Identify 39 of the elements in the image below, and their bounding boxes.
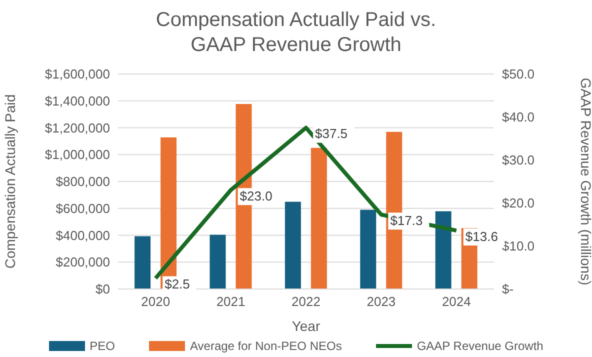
y2-tick-label: $10.0 bbox=[502, 238, 535, 254]
legend-label: GAAP Revenue Growth bbox=[416, 339, 544, 353]
y2-axis-title: GAAP Revenue Growth (millions) bbox=[578, 78, 592, 286]
y-tick-label: $1,400,000 bbox=[44, 93, 110, 108]
y-axis-title: Compensation Actually Paid bbox=[2, 94, 18, 269]
data-label: $17.3 bbox=[390, 213, 423, 228]
data-label: $37.5 bbox=[315, 126, 348, 142]
bar bbox=[284, 202, 301, 289]
y-tick-label: $400,000 bbox=[56, 228, 110, 243]
y-tick-label: $0 bbox=[96, 282, 110, 297]
y-tick-label: $1,000,000 bbox=[44, 147, 110, 162]
y2-tick-label: $40.0 bbox=[502, 110, 535, 125]
y2-tick-label: $50.0 bbox=[502, 66, 535, 82]
line-series bbox=[154, 126, 458, 280]
y-tick-label: $1,600,000 bbox=[44, 66, 110, 82]
y-tick-label: $1,200,000 bbox=[44, 120, 110, 136]
legend-label: Average for Non-PEO NEOs bbox=[190, 339, 342, 353]
x-tick-label: 2020 bbox=[141, 294, 170, 310]
x-tick-label: 2024 bbox=[442, 294, 471, 310]
legend-label: PEO bbox=[90, 339, 115, 353]
x-tick-label: 2023 bbox=[366, 294, 396, 310]
bar bbox=[435, 211, 452, 289]
data-label: $2.5 bbox=[164, 276, 190, 292]
y2-tick-label: $- bbox=[502, 282, 514, 297]
data-label: $23.0 bbox=[240, 188, 272, 204]
bar bbox=[360, 210, 376, 289]
bar bbox=[310, 148, 327, 289]
x-axis-title: Year bbox=[292, 318, 320, 334]
y-tick-label: $800,000 bbox=[56, 174, 110, 190]
y-tick-label: $600,000 bbox=[56, 200, 110, 216]
x-tick-label: 2021 bbox=[216, 294, 246, 310]
chart-title: Compensation Actually Paid vs. GAAP Revenue Growth bbox=[154, 8, 438, 58]
bar bbox=[210, 234, 226, 289]
y-tick-label: $200,000 bbox=[56, 254, 110, 270]
y2-tick-label: $30.0 bbox=[502, 152, 535, 168]
x-tick-label: 2022 bbox=[292, 294, 320, 310]
bar bbox=[134, 236, 151, 289]
y2-tick-label: $20.0 bbox=[502, 196, 535, 211]
data-label: $13.6 bbox=[465, 228, 498, 244]
